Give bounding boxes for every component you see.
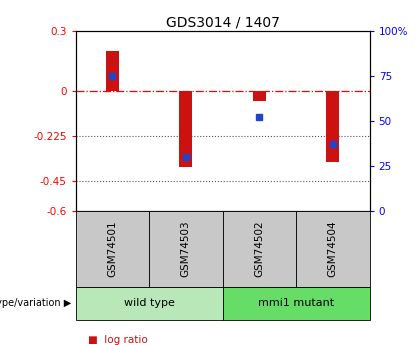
Text: mmi1 mutant: mmi1 mutant (258, 298, 334, 308)
Bar (253, 91, 266, 101)
Text: genotype/variation ▶: genotype/variation ▶ (0, 298, 71, 308)
Title: GDS3014 / 1407: GDS3014 / 1407 (165, 16, 280, 30)
Text: GSM74503: GSM74503 (181, 221, 191, 277)
Text: wild type: wild type (123, 298, 175, 308)
Text: GSM74504: GSM74504 (328, 221, 338, 277)
Bar (106, 51, 119, 91)
Bar (326, 91, 339, 162)
Text: GSM74502: GSM74502 (255, 221, 264, 277)
Text: GSM74501: GSM74501 (108, 221, 117, 277)
Bar (179, 91, 192, 167)
Text: ■  log ratio: ■ log ratio (88, 335, 148, 345)
